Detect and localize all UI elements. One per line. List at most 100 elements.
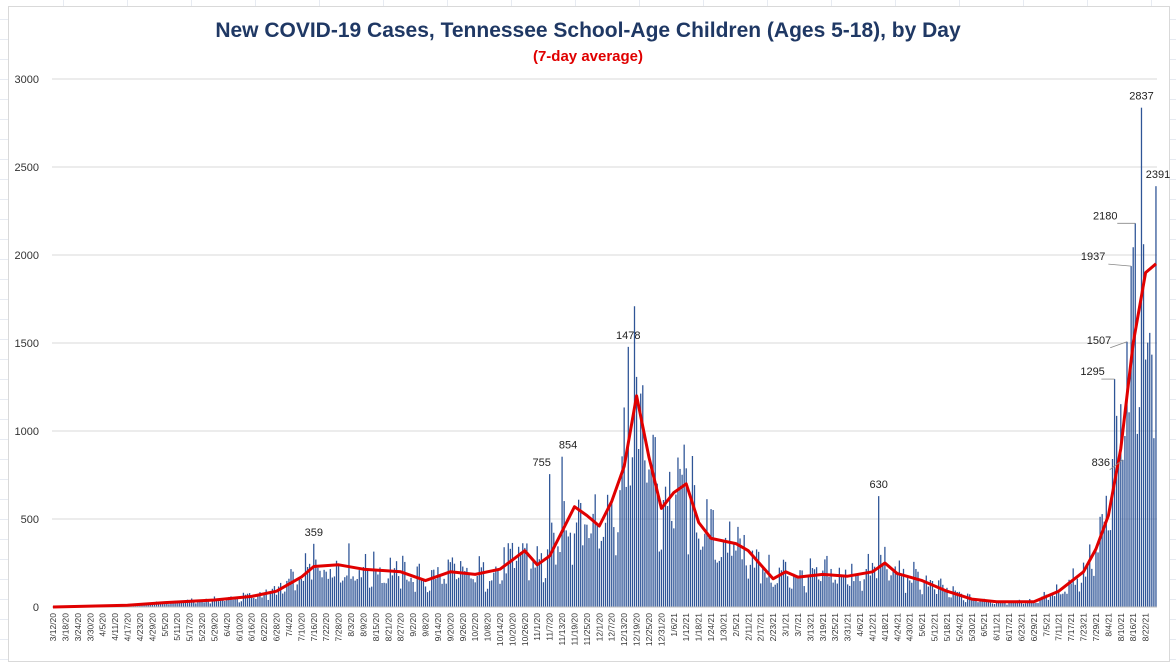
daily-bar [1091, 568, 1093, 607]
x-tick-label: 10/14/20 [495, 613, 505, 646]
daily-bar [925, 575, 927, 607]
x-tick-label: 10/8/20 [483, 613, 493, 642]
daily-bar [184, 602, 187, 607]
daily-bar [433, 569, 435, 607]
daily-bar [232, 599, 234, 607]
daily-bar [478, 556, 480, 607]
daily-bar [238, 602, 240, 607]
daily-bar [766, 577, 768, 607]
daily-bar [938, 580, 940, 607]
y-axis: 0 500 1000 1500 2000 2500 3000 [15, 74, 39, 614]
y-tick-label: 3000 [15, 74, 39, 86]
daily-bar [878, 496, 880, 607]
data-label-leader [1110, 341, 1128, 349]
daily-bar [228, 596, 230, 607]
daily-bar [588, 538, 590, 607]
daily-bar [592, 513, 594, 607]
daily-bar [162, 602, 164, 607]
daily-bar [292, 571, 294, 607]
daily-bar [981, 598, 983, 607]
daily-bar [710, 509, 712, 607]
daily-bar [205, 598, 207, 607]
daily-bar [1078, 591, 1081, 607]
daily-bar [1074, 584, 1076, 607]
daily-bar [776, 583, 778, 607]
daily-bar [712, 510, 714, 607]
daily-bar [793, 573, 795, 607]
daily-bar [528, 580, 530, 607]
daily-bar [904, 592, 907, 607]
daily-bar [1093, 575, 1095, 607]
x-tick-label: 9/20/20 [445, 613, 455, 642]
daily-bar [944, 591, 946, 607]
data-label: 630 [870, 479, 888, 491]
daily-bar [224, 600, 226, 607]
daily-bar [466, 567, 468, 607]
daily-bar [296, 584, 298, 607]
daily-bar [731, 555, 733, 607]
daily-bar [244, 594, 247, 607]
daily-bar [164, 604, 166, 607]
daily-bar [1006, 604, 1008, 607]
daily-bar [149, 604, 151, 607]
daily-bar [1097, 552, 1099, 607]
daily-bar [265, 589, 267, 607]
daily-bar [747, 578, 749, 607]
daily-bar [915, 569, 917, 607]
daily-bar [317, 567, 319, 607]
x-tick-label: 8/16/21 [1128, 613, 1138, 642]
daily-bar [629, 485, 631, 607]
daily-bar [791, 588, 793, 607]
daily-bar [1136, 433, 1138, 607]
daily-bar [269, 593, 271, 607]
daily-bar [387, 578, 389, 607]
x-tick-label: 4/12/21 [867, 613, 877, 642]
daily-bar [263, 594, 265, 607]
daily-bar [449, 562, 451, 607]
x-tick-label: 7/23/21 [1079, 613, 1089, 642]
daily-bar [151, 604, 153, 607]
x-tick-label: 5/17/20 [185, 613, 195, 642]
daily-bar [193, 600, 195, 607]
x-tick-label: 6/23/21 [1016, 613, 1026, 642]
daily-bar [532, 559, 534, 607]
daily-bar [886, 569, 888, 607]
daily-bar [1095, 550, 1097, 607]
daily-bar [306, 567, 309, 607]
daily-bar [660, 549, 663, 607]
daily-bar [642, 385, 644, 607]
daily-bar [460, 561, 462, 607]
daily-bar [222, 599, 224, 607]
daily-bar [786, 576, 789, 607]
daily-bar [609, 505, 611, 607]
daily-bar [445, 583, 447, 607]
daily-bar [995, 601, 998, 607]
daily-bar [373, 551, 375, 607]
data-label: 2837 [1129, 91, 1153, 103]
x-tick-label: 9/14/20 [433, 613, 443, 642]
daily-bar [801, 570, 803, 607]
daily-bar [201, 599, 203, 607]
daily-bar [598, 548, 600, 607]
x-tick-label: 3/13/21 [805, 613, 815, 642]
daily-bar [960, 593, 963, 607]
average-line [52, 262, 1157, 609]
daily-bar [1060, 594, 1062, 607]
daily-bar [1076, 578, 1078, 607]
daily-bar [375, 570, 377, 607]
daily-bar [611, 500, 613, 607]
daily-bar [1130, 266, 1132, 607]
daily-bar [371, 586, 373, 607]
daily-bar [880, 554, 882, 607]
daily-bar [975, 600, 977, 607]
daily-bar [1002, 602, 1004, 607]
daily-bar [400, 588, 402, 607]
x-tick-label: 8/22/21 [1141, 613, 1151, 642]
daily-bar [178, 602, 180, 607]
daily-bar [230, 596, 232, 607]
daily-bar [1126, 341, 1128, 607]
daily-bar [344, 577, 346, 607]
data-label: 359 [305, 527, 323, 539]
daily-bar [501, 580, 503, 607]
daily-bar [565, 530, 567, 607]
